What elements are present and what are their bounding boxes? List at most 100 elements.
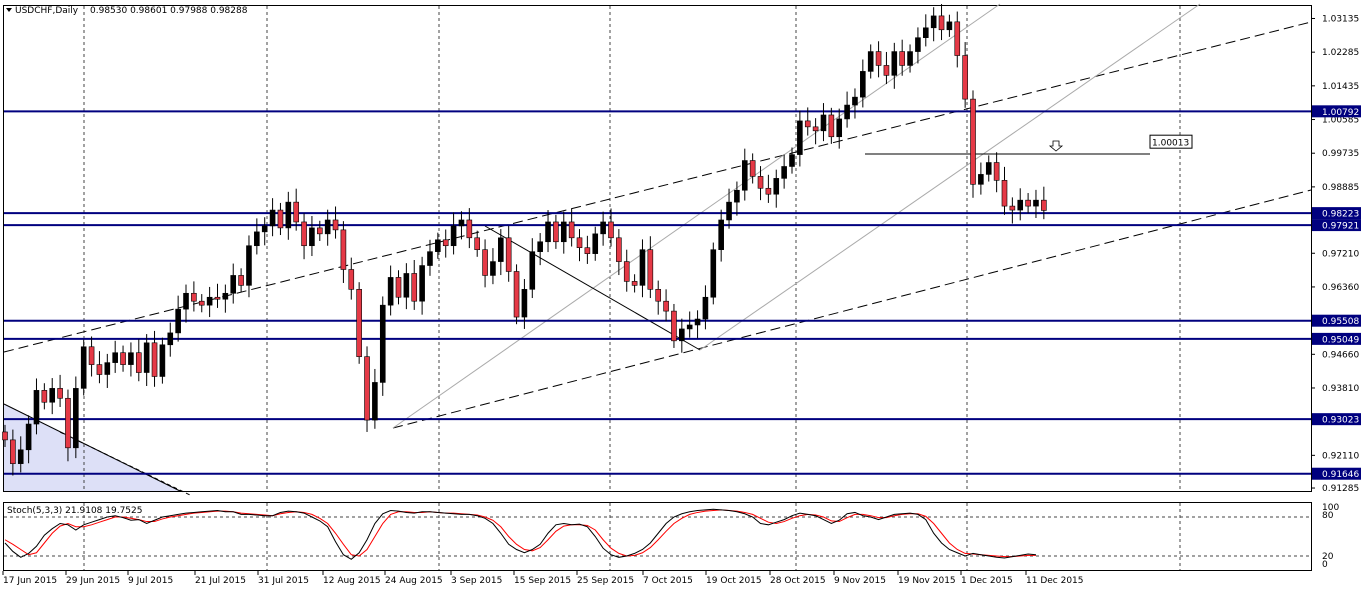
candle-body <box>159 344 166 377</box>
candle-body <box>545 221 551 243</box>
candle-body <box>151 342 158 377</box>
candle-body <box>175 308 181 334</box>
price-tick-label: 0.91285 <box>1322 484 1359 494</box>
candle-body <box>828 114 835 138</box>
candle-body <box>191 292 197 302</box>
level-label-box <box>1312 105 1361 118</box>
candle-body <box>17 449 24 464</box>
candle-body <box>474 237 481 250</box>
candle-body <box>529 251 536 290</box>
candle-body <box>883 65 890 76</box>
candle-body <box>403 273 410 298</box>
main-panel-frame <box>3 5 1312 492</box>
candle-body <box>647 249 654 290</box>
level-label: 1.00792 <box>1322 108 1359 118</box>
candle-body <box>930 15 937 29</box>
candle-body <box>938 15 945 31</box>
candle-body <box>246 245 252 286</box>
candle-body <box>128 352 134 365</box>
candle-body <box>820 114 827 132</box>
candle-body <box>655 289 662 302</box>
stoch-level-label: 80 <box>1322 511 1334 521</box>
candle-body <box>2 431 8 441</box>
candle-body <box>285 201 292 229</box>
candle-body <box>222 292 229 300</box>
candle-body <box>96 364 103 375</box>
annotation-box[interactable] <box>1149 134 1193 149</box>
candle-body <box>608 221 614 239</box>
candle-body <box>663 300 669 312</box>
date-tick-label: 25 Sep 2015 <box>577 576 634 586</box>
candle-body <box>340 229 347 270</box>
stoch-level-label: 0 <box>1322 560 1328 570</box>
date-tick-label: 28 Oct 2015 <box>770 576 826 586</box>
candle-body <box>427 251 433 266</box>
lower-trendline <box>392 189 1312 429</box>
candle-body <box>970 98 976 185</box>
candle-body <box>206 296 213 306</box>
candle-body <box>450 225 457 247</box>
candle-body <box>962 55 968 100</box>
level-label-box <box>1312 314 1361 327</box>
level-label-box <box>1312 332 1361 345</box>
candle-body <box>505 237 512 272</box>
candle-body <box>498 237 504 262</box>
candle-body <box>379 304 386 383</box>
candle-body <box>616 237 622 262</box>
candle-body <box>10 439 16 464</box>
level-label-box <box>1312 219 1361 232</box>
candle-body <box>993 162 1000 181</box>
candle-body <box>332 219 339 231</box>
candle-body <box>915 37 921 52</box>
candle-body <box>1033 199 1039 207</box>
date-tick-label: 15 Sep 2015 <box>514 576 571 586</box>
candle-body <box>686 324 693 330</box>
symbol-title: USDCHF,Daily <box>15 6 79 16</box>
stoch-main-line <box>4 508 1037 560</box>
price-tick-label: 0.98885 <box>1322 183 1359 193</box>
candle-body <box>1001 180 1008 207</box>
collapse-triangle-icon[interactable] <box>6 8 12 12</box>
candle-body <box>623 261 630 282</box>
candle-body <box>73 388 79 449</box>
candle-body <box>309 227 315 247</box>
candle-body <box>781 166 787 179</box>
candle-body <box>860 71 866 98</box>
level-label-box <box>1312 467 1361 480</box>
level-label: 0.97921 <box>1322 222 1359 232</box>
stoch-label: Stoch(5,3,3) 21.9108 19.7525 <box>7 506 142 516</box>
level-label: 0.95049 <box>1322 335 1359 345</box>
candle-body <box>907 51 913 66</box>
date-tick-label: 12 Aug 2015 <box>323 576 381 586</box>
candle-body <box>490 261 496 276</box>
candle-body <box>576 237 583 249</box>
stoch-level-label: 100 <box>1322 503 1339 513</box>
candle-body <box>797 120 803 155</box>
candle-body <box>749 160 756 177</box>
candle-body <box>88 346 95 365</box>
candle-body <box>679 328 685 342</box>
date-tick-label: 7 Oct 2015 <box>643 576 693 586</box>
stoch-signal-line <box>4 509 1036 558</box>
price-tick-label: 1.01435 <box>1322 82 1359 92</box>
candle-body <box>466 219 473 239</box>
candle-body <box>946 21 953 31</box>
channel-edge-line-dashed <box>59 431 191 496</box>
candle-body <box>773 178 780 195</box>
candle-body <box>167 332 174 346</box>
candle-body <box>49 388 56 403</box>
candle-body <box>442 239 449 247</box>
candle-body <box>804 120 811 128</box>
candle-body <box>254 231 260 247</box>
candle-body <box>521 289 528 318</box>
candle-body <box>639 249 646 286</box>
candle-body <box>1025 199 1031 207</box>
candle-body <box>757 176 764 189</box>
candle-body <box>143 342 150 373</box>
pullback-line <box>484 225 701 351</box>
stoch-level-label: 20 <box>1322 552 1334 562</box>
candle-body <box>852 96 858 106</box>
candle-body <box>726 201 732 221</box>
price-tick-label: 0.93810 <box>1322 384 1359 394</box>
